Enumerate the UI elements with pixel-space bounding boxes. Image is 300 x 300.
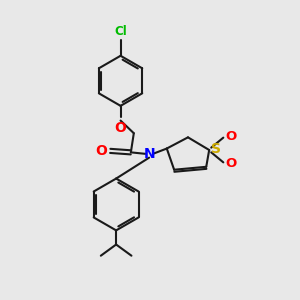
Text: O: O [226, 130, 237, 143]
Text: O: O [226, 157, 237, 170]
Text: Cl: Cl [114, 26, 127, 38]
Text: S: S [211, 142, 221, 156]
Text: O: O [115, 121, 127, 135]
Text: O: O [95, 144, 107, 158]
Text: N: N [143, 147, 155, 161]
